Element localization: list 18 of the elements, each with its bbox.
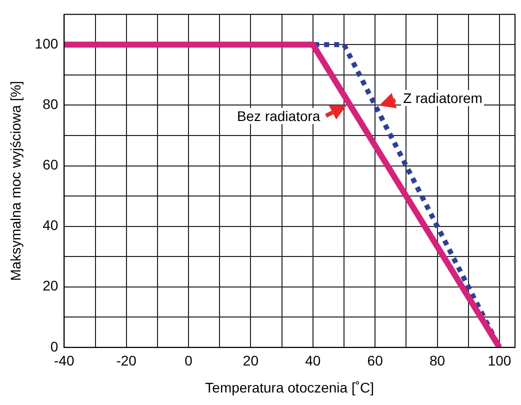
x-tick-label: -40 [54,352,74,369]
y-tick-label: 100 [34,36,58,52]
x-tick-label: 80 [429,352,446,369]
x-axis-title: Temperatura otoczenia [˚C] [205,379,374,396]
y-tick-label: 0 [50,338,58,354]
x-tick-label: 60 [367,352,384,369]
x-tick-label: 0 [184,352,193,369]
annotation: Bez radiatora [234,108,322,124]
y-tick-label: 40 [42,217,58,234]
x-tick-label: 20 [242,352,259,369]
y-axis-title: Maksymalna moc wyjściowa [%] [7,80,24,281]
x-tick-label: -20 [116,352,137,369]
x-tick-label: 100 [488,352,512,369]
annotation: Z radiatorem [401,90,484,106]
y-tick-label: 20 [42,278,58,294]
y-tick-label: 60 [42,156,58,173]
x-tick-label: 40 [305,352,321,369]
y-tick-label: 80 [42,96,58,112]
